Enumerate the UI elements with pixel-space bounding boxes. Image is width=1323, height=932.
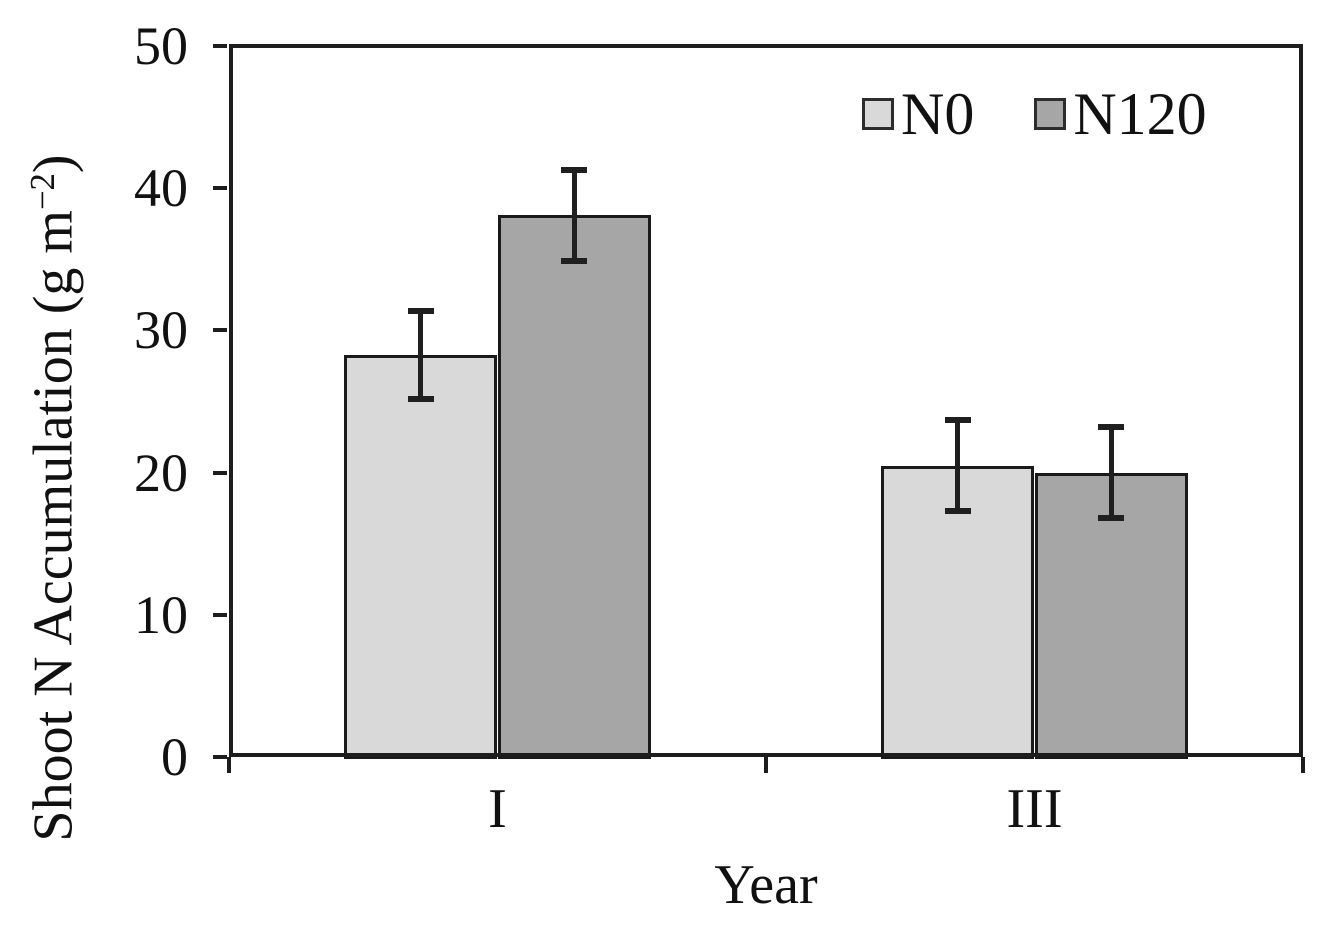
y-tick-mark-0 (213, 755, 227, 759)
legend-item-N0: N0 (862, 82, 974, 146)
y-tick-mark-10 (213, 612, 227, 617)
error-bar-I-N120 (571, 169, 577, 261)
legend-label-N120: N120 (1073, 81, 1207, 147)
y-tick-mark-20 (213, 470, 227, 475)
y-tick-mark-40 (213, 186, 227, 191)
error-bar-bottom-cap-III-N0 (944, 508, 971, 514)
bar-I-N120 (497, 215, 651, 759)
x-tick-label-III: III (1006, 778, 1063, 840)
y-tick-mark-30 (213, 328, 227, 333)
legend-item-N120: N120 (1034, 81, 1207, 147)
error-bar-top-cap-III-N0 (944, 417, 971, 423)
y-tick-label-10: 10 (134, 584, 188, 645)
error-bar-top-cap-I-N0 (407, 307, 434, 314)
error-bar-top-cap-III-N120 (1098, 424, 1125, 431)
x-tick-mark-2 (1301, 757, 1305, 773)
error-bar-III-N120 (1108, 427, 1114, 519)
y-tick-label-0: 0 (161, 727, 188, 787)
y-tick-label-30: 30 (134, 300, 188, 361)
y-tick-label-50: 50 (134, 16, 188, 76)
x-tick-mark-0 (227, 757, 231, 773)
y-tick-label-20: 20 (134, 442, 188, 503)
y-tick-label-40: 40 (134, 158, 188, 219)
error-bar-III-N0 (955, 420, 961, 511)
x-axis-title: Year (714, 854, 818, 916)
x-tick-label-I: I (488, 778, 507, 840)
x-tick-mark-1 (764, 757, 768, 773)
bar-III-N120 (1034, 472, 1188, 759)
legend-swatch-N0 (862, 98, 894, 130)
legend: N0 N120 (862, 82, 1207, 146)
bar-III-N0 (881, 465, 1035, 759)
error-bar-top-cap-I-N120 (561, 166, 588, 173)
error-bar-bottom-cap-I-N120 (561, 257, 588, 264)
y-tick-mark-50 (213, 44, 227, 48)
bar-I-N0 (344, 354, 498, 759)
legend-label-N0: N0 (901, 81, 975, 147)
error-bar-bottom-cap-I-N0 (407, 395, 434, 402)
error-bar-I-N0 (418, 310, 424, 399)
error-bar-bottom-cap-III-N120 (1098, 515, 1125, 522)
legend-swatch-N120 (1034, 98, 1067, 130)
